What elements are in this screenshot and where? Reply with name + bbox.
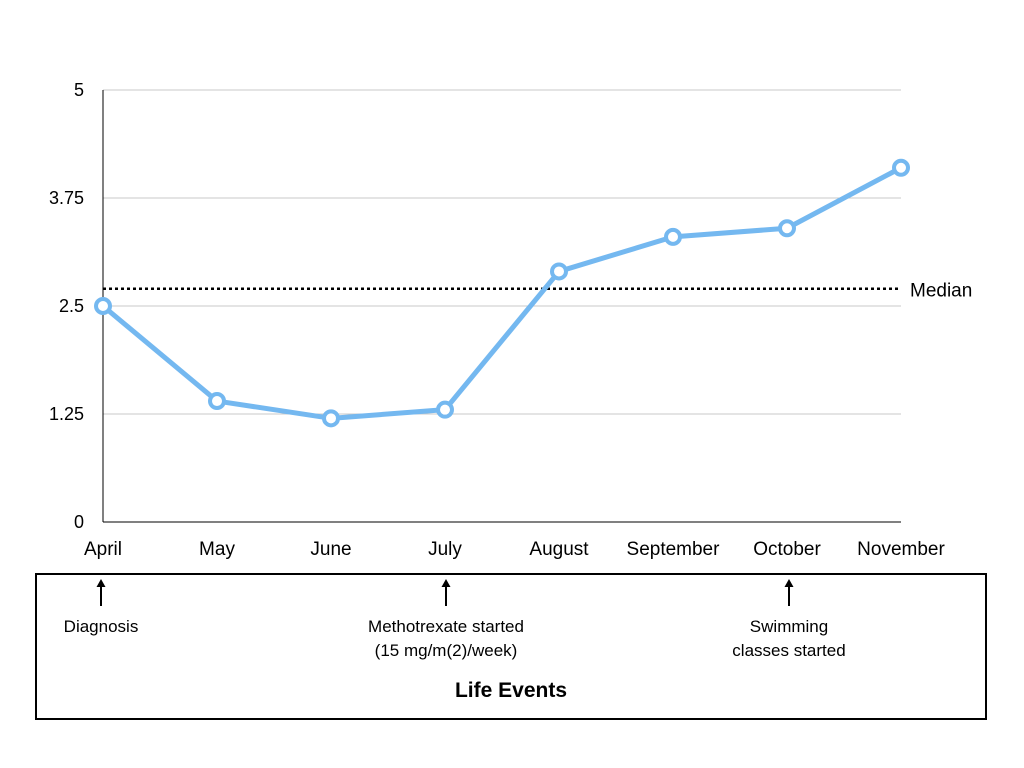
event-label-line: Methotrexate started (368, 617, 524, 636)
data-point (892, 158, 910, 177)
event-label: Swimming classes started (669, 615, 909, 663)
x-tick-label: November (857, 539, 945, 560)
y-tick-label: 3.75 (49, 188, 84, 208)
y-tick-label: 0 (74, 512, 84, 532)
y-tick-label: 2.5 (59, 296, 84, 316)
x-tick-label: September (627, 539, 721, 560)
line-chart: 0 1.25 2.5 3.75 5 April May June July August Septe… (49, 80, 972, 560)
data-point (208, 392, 226, 411)
x-tick-label: August (529, 539, 589, 560)
event-label: Methotrexate started (15 mg/m(2)/week) (326, 615, 566, 663)
x-tick-label: May (199, 539, 235, 560)
x-tick-label: June (310, 539, 351, 560)
arrow-up-icon (784, 579, 794, 606)
event-label: Diagnosis (0, 615, 221, 639)
event-label-line: classes started (732, 641, 846, 660)
data-point (436, 400, 454, 419)
event-label-line: Swimming (749, 617, 829, 636)
x-tick-label: July (428, 539, 462, 560)
event-label-line: (15 mg/m(2)/week) (374, 641, 518, 660)
data-point (664, 227, 682, 246)
arrow-up-icon (96, 579, 106, 606)
y-tick-label: 1.25 (49, 404, 84, 424)
arrow-up-icon (441, 579, 451, 606)
x-tick-label: October (753, 539, 821, 560)
data-point (94, 297, 112, 315)
life-events-panel: Diagnosis Methotrexate started (15 mg/m(… (35, 573, 987, 720)
series-line (100, 165, 904, 421)
data-point (322, 409, 340, 428)
event-label-line: Diagnosis (63, 617, 139, 636)
data-point (778, 219, 796, 238)
data-point (550, 262, 568, 281)
x-tick-label: April (84, 539, 122, 560)
y-tick-label: 5 (74, 80, 84, 100)
life-events-title: Life Events (454, 679, 568, 702)
median-label: Median (910, 281, 972, 302)
